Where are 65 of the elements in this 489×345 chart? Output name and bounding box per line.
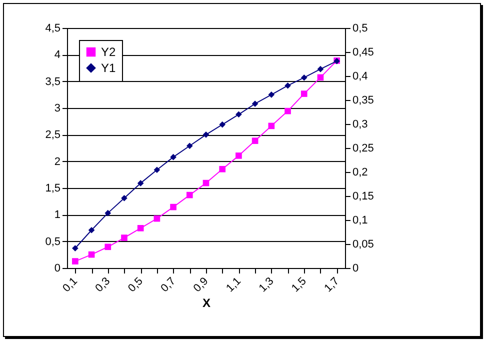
point: [121, 194, 128, 202]
y2-tick-label: 0,45: [352, 46, 374, 58]
x-tick-label: 0,9: [191, 275, 211, 295]
point: [300, 74, 308, 81]
x-tick-label: 1,1: [224, 275, 244, 295]
y-tick-label: 4: [54, 49, 60, 62]
point: [284, 108, 291, 114]
point: [268, 92, 275, 98]
y-tick-label: 0: [54, 262, 60, 274]
y2-tick-label: 0,05: [352, 238, 374, 250]
y2-tick-label: 0,4: [352, 70, 368, 82]
point: [219, 121, 226, 128]
point: [186, 192, 193, 198]
point: [72, 258, 78, 264]
y-tick-label: 2,5: [45, 129, 60, 142]
point: [137, 180, 144, 186]
x-axis-title: X: [202, 296, 211, 310]
legend-label: Y2: [101, 45, 116, 59]
y2-tick-label: 0,3: [352, 118, 368, 130]
point: [104, 244, 112, 250]
x-tick-label: 1,7: [322, 275, 342, 295]
y-tick-label: 2: [54, 156, 60, 168]
point: [170, 204, 176, 210]
y-tick-label: 4,5: [45, 22, 60, 34]
point: [170, 154, 176, 160]
x-tick-label: 0,7: [158, 275, 178, 295]
y-tick-label: 3: [54, 102, 60, 114]
legend-label: Y1: [101, 61, 116, 75]
point: [317, 66, 324, 72]
point: [121, 234, 128, 241]
y2-tick-label: 0,35: [352, 94, 374, 106]
y-tick-label: 3,5: [45, 76, 60, 88]
point: [72, 245, 78, 252]
x-tick-label: 1,3: [256, 275, 276, 295]
point: [284, 82, 291, 89]
point: [252, 100, 258, 107]
point: [154, 166, 160, 174]
point: [300, 90, 308, 97]
point: [186, 142, 193, 150]
point: [317, 74, 324, 81]
point: [236, 152, 242, 159]
point: [88, 226, 95, 234]
x-tick-label: 0,3: [93, 275, 113, 295]
point: [202, 180, 210, 186]
y2-tick-label: 0,15: [352, 190, 374, 202]
y-tick-label: 1: [54, 209, 60, 222]
point: [88, 251, 95, 258]
point: [202, 132, 210, 138]
point: [104, 210, 112, 216]
point: [252, 138, 258, 144]
y2-tick-label: 0,2: [352, 166, 368, 178]
x-tick-label: 1,5: [290, 275, 309, 295]
point: [219, 166, 226, 172]
x-tick-label: 0,1: [60, 275, 80, 295]
x-tick-label: 0,5: [126, 275, 146, 295]
point: [268, 122, 275, 130]
y2-tick-label: 0,25: [352, 142, 374, 154]
point: [137, 225, 144, 232]
y-tick-label: 0,5: [45, 236, 60, 248]
y-tick-label: 1,5: [45, 182, 60, 194]
y2-tick-label: 0,5: [352, 22, 368, 34]
y2-tick-label: 0: [352, 262, 359, 274]
point: [154, 215, 160, 222]
y2-tick-label: 0,1: [352, 214, 368, 226]
point: [236, 111, 242, 118]
